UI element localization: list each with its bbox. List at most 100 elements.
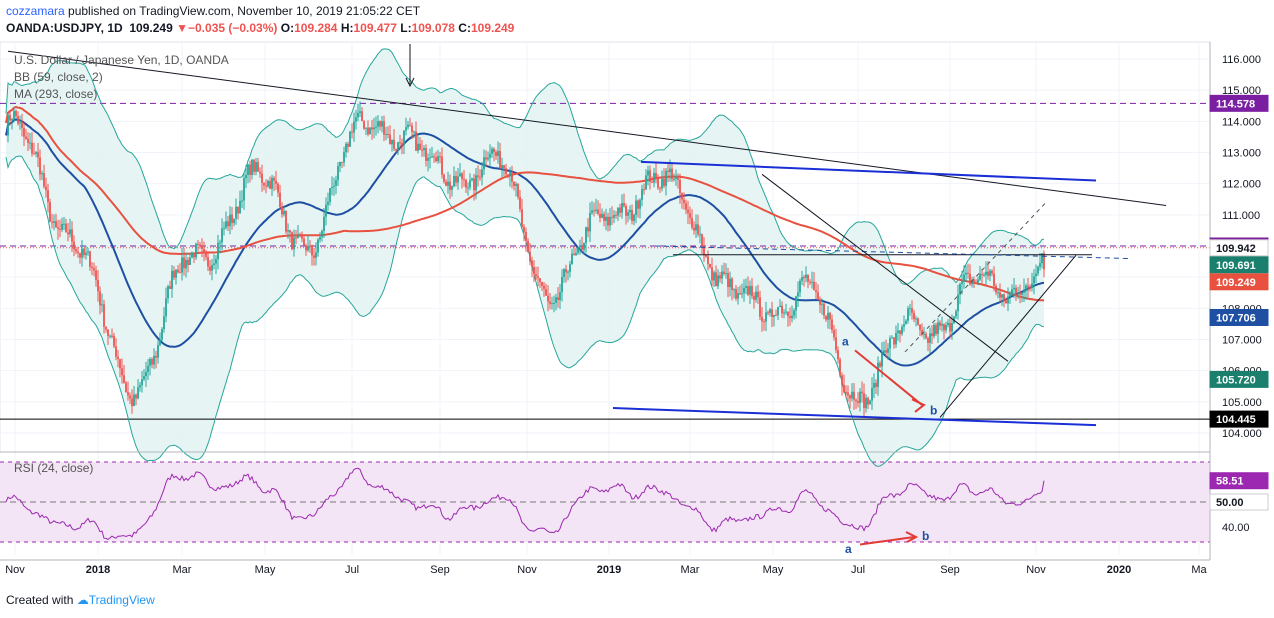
candle-body — [197, 243, 199, 245]
candle-body — [795, 296, 797, 311]
candle-body — [597, 209, 599, 214]
candle-body — [947, 322, 949, 326]
candle-body — [469, 180, 471, 188]
candle-body — [123, 375, 125, 383]
candle-body — [787, 311, 789, 317]
candle-body — [183, 257, 185, 269]
candle-body — [111, 335, 113, 337]
candle-body — [505, 168, 507, 175]
candle-body — [279, 192, 281, 208]
candle-body — [45, 186, 47, 191]
time-tick-label: 2019 — [597, 564, 621, 576]
candle-body — [921, 329, 923, 335]
published-text: published on TradingView.com, November 1… — [68, 4, 421, 18]
candle-body — [217, 242, 219, 260]
price-label-4-bg — [1209, 273, 1269, 291]
red-arrow-head-icon — [905, 531, 919, 543]
candle-body — [161, 329, 163, 340]
candle-body — [709, 263, 711, 268]
candle-body — [35, 152, 37, 154]
candle-body — [511, 172, 513, 182]
candle-body — [93, 268, 95, 271]
candle-body — [731, 278, 733, 290]
candle-body — [109, 335, 111, 337]
candle-body — [627, 212, 629, 216]
candle-body — [687, 209, 689, 214]
candle-body — [357, 112, 359, 118]
candle-body — [671, 168, 673, 180]
author-link[interactable]: cozzamara — [6, 4, 65, 18]
candle-body — [495, 152, 497, 156]
change-value: −0.035 (−0.03%) — [188, 21, 278, 35]
candle-body — [743, 287, 745, 294]
candle-body — [823, 303, 825, 316]
candle-body — [7, 115, 9, 136]
ohlc-c: C:109.249 — [458, 21, 515, 35]
candle-body — [913, 312, 915, 320]
candle-body — [347, 143, 349, 147]
candle-body — [497, 151, 499, 156]
candle-body — [11, 119, 13, 121]
candle-body — [927, 338, 929, 343]
candle-body — [777, 307, 779, 316]
candle-body — [873, 382, 875, 388]
candle-body — [231, 214, 233, 224]
candle-body — [659, 187, 661, 189]
candle-body — [417, 143, 419, 151]
candle-body — [765, 312, 767, 322]
candle-body — [573, 253, 575, 255]
tradingview-brand[interactable]: TradingView — [88, 593, 155, 607]
candle-body — [1035, 273, 1037, 277]
candle-body — [911, 308, 913, 313]
candle-body — [875, 382, 877, 387]
candle-body — [835, 337, 837, 351]
candle-body — [271, 177, 273, 189]
bollinger-band-fill — [6, 48, 1044, 467]
candle-body — [1043, 253, 1045, 270]
candle-body — [467, 187, 469, 189]
candle-body — [203, 248, 205, 252]
candle-body — [561, 276, 563, 293]
candle-body — [27, 138, 29, 143]
bollinger-basis-line — [5, 118, 1045, 367]
time-tick-label: Nov — [5, 564, 25, 576]
candle-body — [791, 315, 793, 319]
candle-body — [95, 270, 97, 280]
candle-body — [295, 237, 297, 239]
candle-body — [633, 214, 635, 221]
candle-body — [867, 397, 869, 405]
candle-body — [1029, 287, 1031, 289]
candle-body — [435, 157, 437, 162]
candle-body — [603, 213, 605, 221]
candle-body — [159, 339, 161, 346]
candle-body — [851, 391, 853, 399]
candle-body — [675, 177, 677, 179]
candle-body — [541, 282, 543, 286]
candle-body — [729, 278, 731, 288]
candle-body — [153, 355, 155, 365]
candle-body — [589, 212, 591, 232]
price-label-0-bg — [1209, 94, 1269, 112]
candle-body — [987, 271, 989, 276]
candle-body — [477, 175, 479, 178]
candle-body — [187, 259, 189, 265]
candle-body — [789, 316, 791, 319]
candle-body — [79, 253, 81, 258]
candle-body — [1027, 285, 1029, 288]
candle-body — [301, 235, 303, 239]
candle-body — [741, 293, 743, 295]
candle-body — [313, 255, 315, 258]
candle-body — [1011, 289, 1013, 294]
candle-body — [23, 127, 25, 137]
candle-body — [739, 293, 741, 295]
price-label-6: 105.720 — [1216, 374, 1256, 386]
candle-body — [47, 190, 49, 203]
candle-body — [57, 227, 59, 229]
candle-body — [993, 273, 995, 286]
candle-body — [1005, 300, 1007, 304]
candle-body — [125, 382, 127, 393]
candle-body — [169, 286, 171, 289]
divergence-arrow-rsi — [859, 536, 915, 546]
candle-body — [805, 274, 807, 278]
